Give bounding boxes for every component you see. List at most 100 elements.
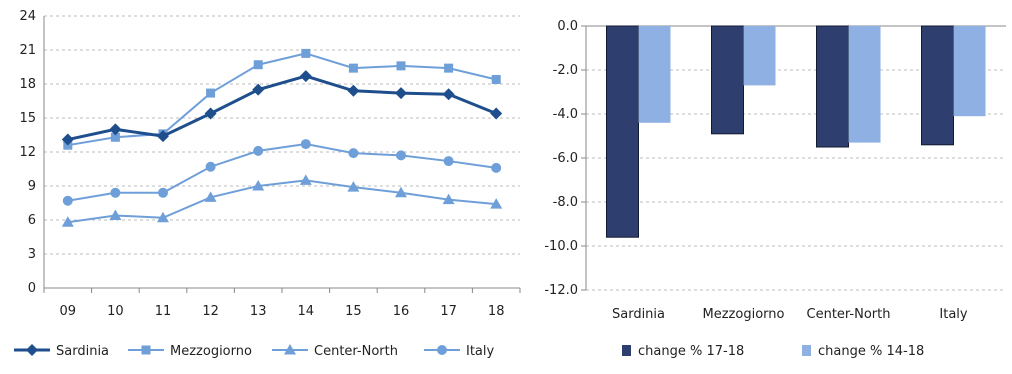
y-tick-label: -2.0 bbox=[553, 63, 578, 78]
data-point-italy bbox=[300, 139, 311, 150]
data-point-sardinia bbox=[157, 130, 169, 143]
bar-mezzogiorno-series-2 bbox=[743, 26, 776, 86]
legend-marker bbox=[141, 345, 151, 355]
data-point-sardinia bbox=[61, 133, 74, 146]
data-point-mezzogiorno bbox=[491, 74, 501, 84]
data-point-sardinia bbox=[395, 87, 407, 100]
data-point-center-north bbox=[252, 180, 265, 191]
line-chart-svg: 0 3 6 9 12 15 18 21 24 09 10 11 12 13 14 15 16 17 18 Sardin… bbox=[14, 9, 521, 359]
x-tick-label: 09 bbox=[60, 304, 77, 319]
data-point-sardinia bbox=[442, 88, 455, 101]
data-point-mezzogiorno bbox=[253, 60, 263, 70]
y-tick-label: 0.0 bbox=[557, 19, 578, 34]
y-tick-label: -10.0 bbox=[544, 239, 578, 254]
change-bar-chart: 0.0 -2.0 -4.0 -6.0 -8.0 -10.0 -12.0 Sardinia Mez… bbox=[532, 0, 1012, 374]
x-tick-label: 16 bbox=[393, 304, 410, 319]
x-tick-label: Center-North bbox=[807, 307, 891, 322]
data-point-italy bbox=[253, 145, 264, 156]
y-tick-label: 0 bbox=[28, 281, 36, 296]
legend-item-change-17-18: change % 17-18 bbox=[622, 344, 744, 359]
x-tick-label: Sardinia bbox=[612, 307, 665, 322]
data-point-sardinia bbox=[299, 70, 312, 83]
x-tick-label: Italy bbox=[939, 307, 968, 322]
bar-sardinia-series-2 bbox=[638, 26, 671, 123]
legend-label: Mezzogiorno bbox=[170, 344, 252, 359]
data-point-italy bbox=[443, 156, 454, 167]
x-tick-label: 15 bbox=[345, 304, 362, 319]
data-point-italy bbox=[348, 148, 359, 159]
series-sardinia bbox=[61, 70, 503, 146]
data-point-italy bbox=[491, 162, 502, 173]
legend-item-center-north: Center-North bbox=[272, 344, 398, 359]
data-point-center-north bbox=[204, 191, 217, 202]
data-point-sardinia bbox=[109, 123, 122, 136]
legend-label: change % 17-18 bbox=[638, 344, 744, 359]
y-tick-label: -12.0 bbox=[544, 283, 578, 298]
series-center-north bbox=[61, 174, 503, 227]
bar-italy-series-2 bbox=[953, 26, 986, 117]
legend-item-mezzogiorno: Mezzogiorno bbox=[128, 344, 252, 359]
legend-item-italy: Italy bbox=[424, 344, 495, 359]
data-point-italy bbox=[396, 150, 406, 161]
bar-mezzogiorno-series-1 bbox=[711, 25, 744, 135]
data-point-mezzogiorno bbox=[110, 132, 120, 142]
data-point-mezzogiorno bbox=[348, 63, 358, 73]
data-point-sardinia bbox=[204, 107, 217, 120]
bar-center-north-series-2 bbox=[848, 26, 881, 143]
legend-label: Italy bbox=[466, 344, 495, 359]
x-tick-label: Mezzogiorno bbox=[703, 307, 785, 322]
data-point-center-north bbox=[109, 209, 122, 220]
data-point-center-north bbox=[490, 198, 503, 209]
y-tick-label: 24 bbox=[19, 9, 36, 24]
series-line-mezzogiorno bbox=[67, 52, 497, 147]
y-tick-label: 18 bbox=[19, 77, 36, 92]
series-italy bbox=[62, 139, 502, 206]
data-point-sardinia bbox=[347, 84, 360, 97]
legend-label: Center-North bbox=[314, 344, 398, 359]
y-tick-label: 12 bbox=[19, 145, 36, 160]
x-tick-label: 10 bbox=[107, 304, 124, 319]
x-tick-label: 18 bbox=[488, 304, 505, 319]
y-tick-label: 15 bbox=[19, 111, 36, 126]
legend-marker bbox=[437, 345, 447, 355]
data-point-center-north bbox=[299, 174, 312, 185]
data-point-center-north bbox=[61, 216, 74, 227]
x-tick-label: 12 bbox=[202, 304, 219, 319]
legend-item-change-14-18: change % 14-18 bbox=[802, 344, 924, 359]
legend-item-sardinia: Sardinia bbox=[14, 344, 109, 359]
data-point-center-north bbox=[395, 186, 407, 198]
x-tick-label: 14 bbox=[298, 304, 315, 319]
bar-chart-svg: 0.0 -2.0 -4.0 -6.0 -8.0 -10.0 -12.0 Sardinia Mez… bbox=[544, 19, 1006, 359]
data-point-center-north bbox=[347, 181, 360, 192]
unemployment-line-chart: 0 3 6 9 12 15 18 21 24 09 10 11 12 13 14 15 16 17 18 Sardin… bbox=[14, 9, 521, 359]
data-point-center-north bbox=[157, 211, 169, 223]
legend-marker bbox=[284, 344, 296, 355]
y-tick-label: -4.0 bbox=[553, 107, 578, 122]
data-point-mezzogiorno bbox=[396, 61, 406, 71]
x-tick-label: 17 bbox=[440, 304, 457, 319]
data-point-italy bbox=[110, 187, 121, 198]
y-tick-label: -6.0 bbox=[553, 151, 578, 166]
y-tick-label: 3 bbox=[28, 247, 36, 262]
series-line-sardinia bbox=[67, 74, 497, 142]
data-point-mezzogiorno bbox=[301, 48, 311, 58]
data-point-sardinia bbox=[490, 107, 503, 120]
data-point-italy bbox=[158, 187, 168, 198]
series-line-center-north bbox=[67, 179, 497, 224]
y-tick-label: -8.0 bbox=[553, 195, 578, 210]
y-tick-label: 6 bbox=[28, 213, 36, 228]
data-point-italy bbox=[62, 195, 73, 206]
y-tick-label: 21 bbox=[19, 43, 36, 58]
bar-center-north-series-1 bbox=[816, 25, 849, 148]
x-tick-label: 13 bbox=[250, 304, 267, 319]
bar-italy-series-1 bbox=[921, 25, 954, 146]
legend-marker bbox=[26, 344, 38, 356]
legend-swatch bbox=[622, 345, 631, 356]
data-point-sardinia bbox=[252, 83, 265, 96]
data-point-center-north bbox=[442, 193, 455, 205]
bar-sardinia-series-1 bbox=[606, 25, 639, 238]
data-point-mezzogiorno bbox=[206, 88, 216, 98]
legend-swatch bbox=[802, 345, 811, 356]
series-line-italy bbox=[67, 143, 497, 202]
